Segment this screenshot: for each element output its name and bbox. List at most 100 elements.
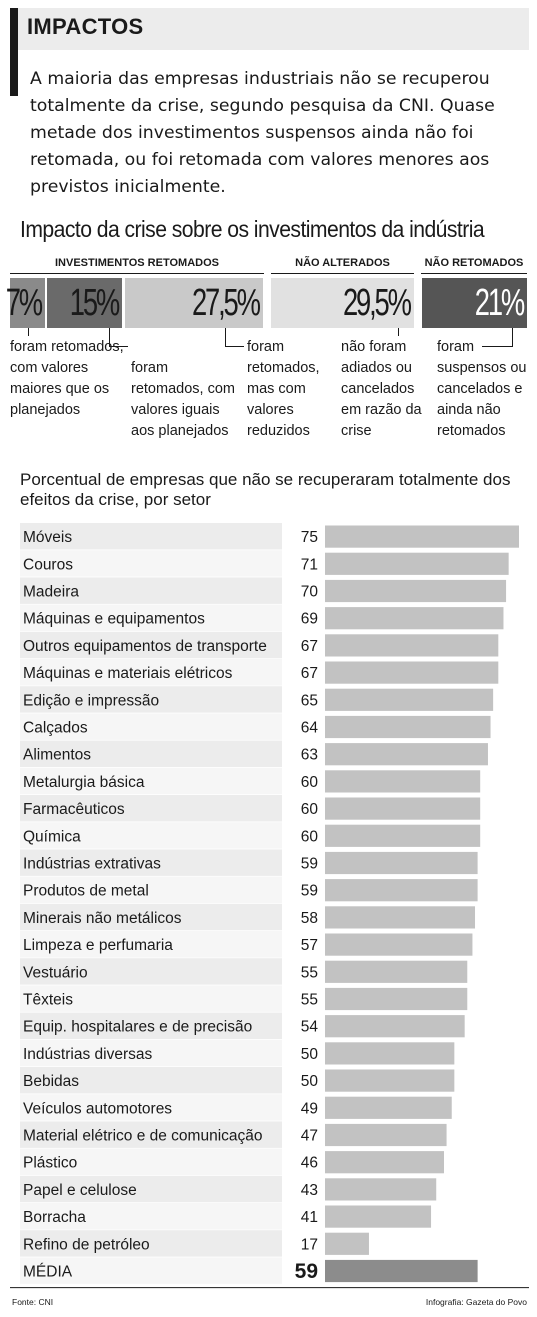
category-label: Papel e celulose [23,1182,137,1199]
row-bg [20,958,282,986]
value-label: 41 [301,1209,318,1226]
investment-box-0: 7% [6,278,45,328]
bar [325,661,499,684]
category-label: Plástico [23,1155,77,1172]
bar [325,552,509,575]
value-label: 65 [301,692,318,709]
desc-nao-alterados: não foram adiados ou cancelados em razão… [341,339,422,439]
row-bg [20,903,282,931]
connector-29 [398,328,399,336]
value-label: 67 [301,665,318,682]
bar [325,824,481,847]
category-label: Equip. hospitalares e de precisão [23,1019,252,1036]
category-label: Indústrias diversas [23,1046,152,1063]
header-bar [10,8,529,50]
row-bg [20,931,282,959]
bar [325,1178,437,1201]
category-label: Calçados [23,720,88,737]
category-label: Metalurgia básica [23,774,145,791]
bar [325,1042,455,1065]
value-label: 63 [301,747,318,764]
category-label: Produtos de metal [23,883,149,900]
category-label: Borracha [23,1209,86,1226]
bar [325,634,499,657]
bar [325,1232,369,1255]
desc-retomados-maiores: foram retomados, com valores maiores que… [10,339,124,418]
group-label-nao-alterados: NÃO ALTERADOS [295,257,390,269]
value-label: 59 [301,883,318,900]
connector-7 [28,328,29,336]
value-label: 64 [301,720,319,737]
category-label: Têxteis [23,992,73,1009]
category-label: Outros equipamentos de transporte [23,638,267,655]
row-bg [20,1175,282,1203]
group-label-retomados: INVESTIMENTOS RETOMADOS [54,257,219,269]
row-bg [20,1230,282,1258]
investment-value-label-0: 7% [5,281,43,324]
category-label: Edição e impressão [23,692,159,709]
row-bg [20,1012,282,1040]
bar [325,960,468,983]
category-label: Móveis [23,529,72,546]
bar [325,525,519,548]
bar [325,1259,478,1283]
investment-box-2: 27,5% [125,278,263,328]
investment-value-label-3: 29,5% [343,281,412,324]
row-bg [20,631,282,659]
bar [325,1069,455,1092]
row-bg [20,822,282,850]
desc-retomados-reduzidos: foram retomados, mas com valores reduzid… [247,339,320,439]
category-label: Química [23,828,81,845]
row-bg [20,1039,282,1067]
value-label: 55 [301,992,318,1009]
category-label: Material elétrico e de comunicação [23,1128,263,1145]
row-bg [20,686,282,714]
category-label: Bebidas [23,1073,79,1090]
row-bg [20,876,282,904]
investment-value-label-2: 27,5% [192,281,261,324]
value-label: 50 [301,1046,319,1063]
desc-retomados-iguais-text: foram retomados, com valores iguais aos … [131,360,235,439]
value-label: 17 [301,1236,318,1253]
value-label: 55 [301,964,318,981]
value-label: 57 [301,937,318,954]
desc-nao-retomados: foram suspensos ou cancelados e ainda nã… [437,339,527,439]
row-bg [20,1094,282,1122]
credit-note: Infografia: Gazeta do Povo [425,1297,527,1307]
category-label: Farmacêuticos [23,801,125,818]
desc-retomados-iguais: foram retomados, com valores iguais aos … [131,337,243,442]
category-label: Refino de petróleo [23,1236,150,1253]
bar [325,1096,452,1119]
row-bg [20,985,282,1013]
row-bg [20,1203,282,1231]
category-label: Máquinas e equipamentos [23,611,205,628]
value-label: 60 [301,774,319,791]
category-label: Indústrias extrativas [23,856,161,873]
category-label: Madeira [23,584,79,601]
row-bg [20,604,282,632]
intro-text: A maioria das empresas industriais não s… [30,69,495,197]
bar [325,987,468,1011]
investment-value-label-1: 15% [69,281,120,324]
group-label-nao-retomados: NÃO RETOMADOS [424,257,524,269]
value-label: 46 [301,1155,318,1172]
bar [325,1015,465,1038]
row-bg [20,523,282,551]
row-bg [20,1067,282,1095]
value-label: 60 [301,801,319,818]
value-label: 75 [301,529,318,546]
header-accent [10,8,18,96]
value-label: 54 [301,1019,319,1036]
category-label: Máquinas e materiais elétricos [23,665,233,682]
value-label: 58 [301,910,318,927]
row-bg [20,713,282,741]
value-label: 50 [301,1073,319,1090]
group-rule-nao-alterados [271,273,414,274]
investment-box-4: 21% [422,278,527,328]
row-bg [20,1121,282,1149]
value-label: 69 [301,611,318,628]
bar [325,933,473,956]
value-label: 60 [301,828,319,845]
category-label: Limpeza e perfumaria [23,937,173,954]
